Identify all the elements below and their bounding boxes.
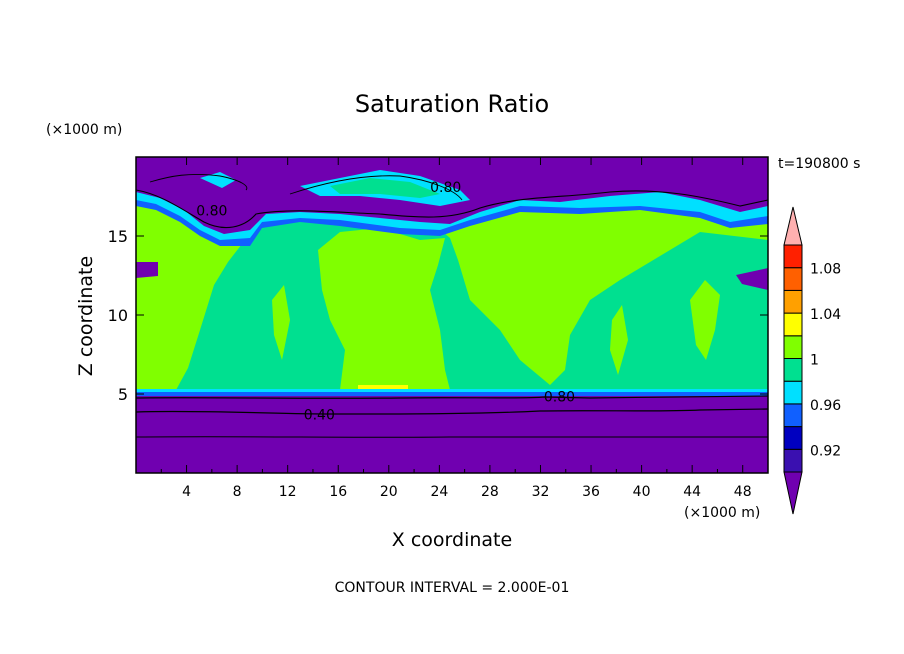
contour-0-60 xyxy=(135,436,769,438)
contour-field xyxy=(136,157,768,473)
x-tick-label: 20 xyxy=(380,484,398,500)
contour-upper-inner xyxy=(289,175,463,201)
colorbar-label: 1.04 xyxy=(810,307,841,323)
green-streak-2 xyxy=(272,285,290,360)
contour-label: 0.40 xyxy=(304,408,335,424)
colorbar-top-triangle xyxy=(783,206,803,246)
colorbar-segment xyxy=(783,289,803,314)
green-region-left xyxy=(136,205,260,390)
contour-label: 0.80 xyxy=(430,180,461,196)
right-purple-notch xyxy=(736,268,768,290)
x-tick-label: 48 xyxy=(734,484,752,500)
lower-purple-layer xyxy=(136,396,768,473)
colorbar-segment xyxy=(783,380,803,405)
green-region-center xyxy=(318,228,450,390)
x-tick-label: 16 xyxy=(329,484,347,500)
chart-title: Saturation Ratio xyxy=(355,90,549,118)
x-axis-ticks: 4 8 12 16 20 24 28 32 36 40 44 48 xyxy=(160,157,752,500)
colorbar-segment xyxy=(783,267,803,291)
colorbar-bottom-triangle xyxy=(783,471,803,515)
x-tick-label: 36 xyxy=(582,484,600,500)
x-unit-label: (×1000 m) xyxy=(684,505,760,521)
green-streak-1 xyxy=(610,305,628,375)
y-tick-label: 10 xyxy=(108,306,128,325)
colorbar-segment xyxy=(783,244,803,269)
x-tick-label: 40 xyxy=(633,484,651,500)
green-region-right xyxy=(690,280,720,360)
contour-0-40 xyxy=(135,408,769,415)
contour-label: 0.80 xyxy=(544,389,575,405)
colorbar-segment xyxy=(783,312,803,337)
contour-label: 0.80 xyxy=(196,204,227,220)
colorbar-segment xyxy=(783,403,803,428)
colorbar-label: 1 xyxy=(810,353,819,369)
x-tick-label: 44 xyxy=(683,484,701,500)
lower-cyan-edge xyxy=(136,389,768,393)
contour-lines xyxy=(135,173,769,438)
x-tick-label: 28 xyxy=(481,484,499,500)
colorbar-segment xyxy=(783,335,803,359)
y-axis-ticks: 5 10 15 xyxy=(108,227,768,404)
x-tick-label: 4 xyxy=(182,484,191,500)
time-label: t=190800 s xyxy=(778,156,860,172)
yellow-sliver xyxy=(358,385,408,389)
y-tick-label: 5 xyxy=(118,385,128,404)
contour-0-80-upper xyxy=(135,189,769,229)
x-tick-label: 24 xyxy=(430,484,448,500)
y-axis-label: Z coordinate xyxy=(75,256,97,376)
green-streak-3 xyxy=(158,270,178,340)
colorbar: 0.92 0.96 1 1.04 1.08 xyxy=(783,206,841,515)
upper-green-intrusion xyxy=(330,178,440,198)
x-axis-label: X coordinate xyxy=(392,529,512,551)
colorbar-segment xyxy=(783,448,803,473)
colorbar-label: 0.92 xyxy=(810,443,841,459)
left-purple-notch xyxy=(136,262,158,278)
colorbar-label: 1.08 xyxy=(810,262,841,278)
x-tick-label: 32 xyxy=(532,484,550,500)
contour-labels: 0.40 0.80 0.80 0.80 xyxy=(196,180,575,424)
green-region-top xyxy=(420,200,768,385)
y-tick-label: 15 xyxy=(108,227,128,246)
contour-0-80-lower xyxy=(135,395,769,399)
contour-upper-left xyxy=(149,173,248,191)
y-unit-label: (×1000 m) xyxy=(46,122,122,138)
colorbar-label: 0.96 xyxy=(810,398,841,414)
lower-blue-edge xyxy=(136,392,768,397)
colorbar-segment xyxy=(783,426,803,450)
colorbar-segment xyxy=(783,358,803,382)
upper-cyan-speck xyxy=(200,172,236,188)
contour-interval-footer: CONTOUR INTERVAL = 2.000E-01 xyxy=(335,580,570,596)
x-tick-label: 8 xyxy=(233,484,242,500)
x-tick-label: 12 xyxy=(279,484,297,500)
